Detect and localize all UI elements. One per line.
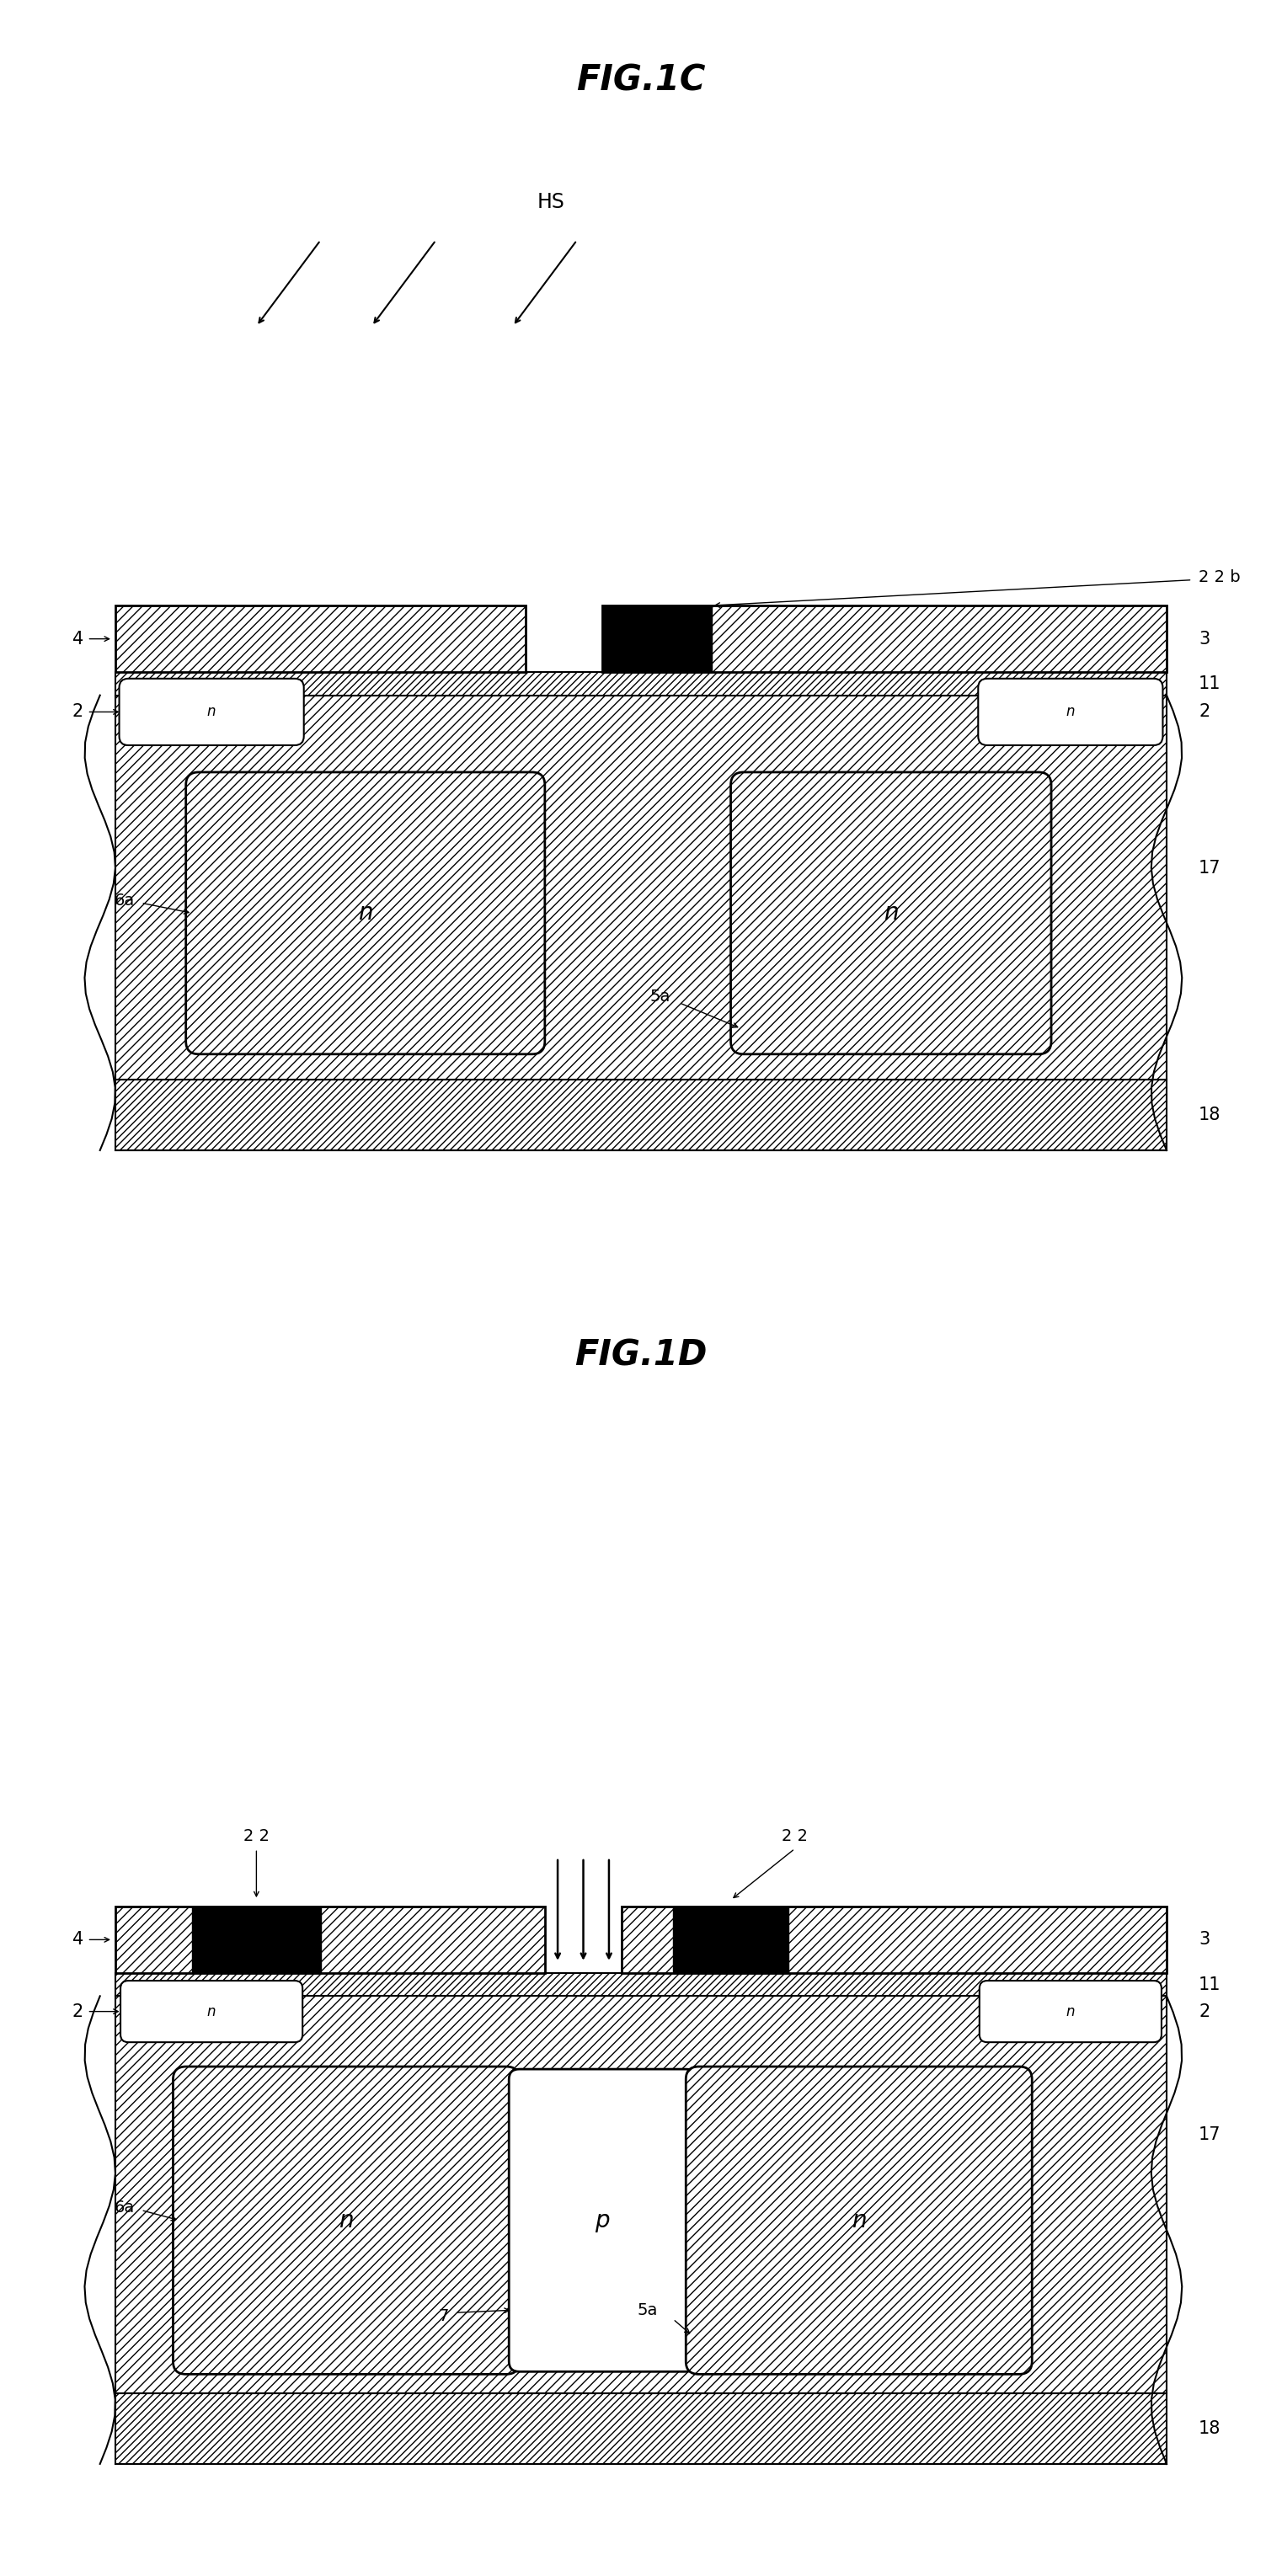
Bar <box>115 1973 1167 1996</box>
Text: p: p <box>595 2208 610 2233</box>
Text: 2: 2 <box>1199 2004 1210 2020</box>
Text: n: n <box>1067 703 1074 719</box>
Text: 6a: 6a <box>114 891 135 909</box>
Bar <box>622 1906 1167 1973</box>
Text: 7: 7 <box>438 2308 449 2324</box>
Bar <box>115 605 526 672</box>
Text: 18: 18 <box>1199 1108 1220 1123</box>
Bar <box>115 696 1167 1079</box>
Text: 3: 3 <box>1199 631 1210 647</box>
Text: 11: 11 <box>1199 675 1220 693</box>
FancyBboxPatch shape <box>119 677 304 744</box>
Bar <box>115 1996 1167 2393</box>
Text: 2: 2 <box>1199 703 1210 721</box>
Bar <box>115 2393 1167 2463</box>
Bar <box>115 672 1167 696</box>
Text: 2: 2 <box>72 703 83 721</box>
FancyBboxPatch shape <box>121 1981 303 2043</box>
FancyBboxPatch shape <box>173 2066 519 2375</box>
Text: 17: 17 <box>1199 2128 1220 2143</box>
Bar <box>603 605 1167 672</box>
Text: FIG.1D: FIG.1D <box>574 1337 708 1373</box>
Text: n: n <box>851 2208 867 2233</box>
Text: HS: HS <box>537 191 565 211</box>
Text: 4: 4 <box>72 1932 83 1947</box>
Text: 17: 17 <box>1199 860 1220 876</box>
Text: 2 2: 2 2 <box>244 1829 269 1844</box>
Text: 5a: 5a <box>637 2303 658 2318</box>
Text: n: n <box>358 902 373 925</box>
Text: FIG.1C: FIG.1C <box>577 62 705 98</box>
Text: 3: 3 <box>1199 1932 1210 1947</box>
Bar <box>192 1906 320 1973</box>
Bar <box>673 1906 788 1973</box>
FancyBboxPatch shape <box>731 773 1051 1054</box>
Text: n: n <box>208 2004 215 2020</box>
Text: 11: 11 <box>1199 1976 1220 1994</box>
Text: 2: 2 <box>72 2004 83 2020</box>
Text: 5a: 5a <box>650 989 670 1005</box>
Bar <box>115 1906 545 1973</box>
Text: n: n <box>208 703 215 719</box>
Bar <box>603 605 712 672</box>
Text: 4: 4 <box>72 631 83 647</box>
Bar <box>115 1079 1167 1151</box>
Text: n: n <box>883 902 899 925</box>
Text: 2 2: 2 2 <box>782 1829 808 1844</box>
Text: 2 2 b: 2 2 b <box>1199 569 1241 585</box>
Text: n: n <box>338 2208 354 2233</box>
FancyBboxPatch shape <box>686 2066 1032 2375</box>
FancyBboxPatch shape <box>979 1981 1161 2043</box>
FancyBboxPatch shape <box>978 677 1163 744</box>
FancyBboxPatch shape <box>509 2069 696 2372</box>
Text: 6a: 6a <box>114 2200 135 2215</box>
FancyBboxPatch shape <box>186 773 545 1054</box>
Text: 18: 18 <box>1199 2421 1220 2437</box>
Text: n: n <box>1067 2004 1074 2020</box>
